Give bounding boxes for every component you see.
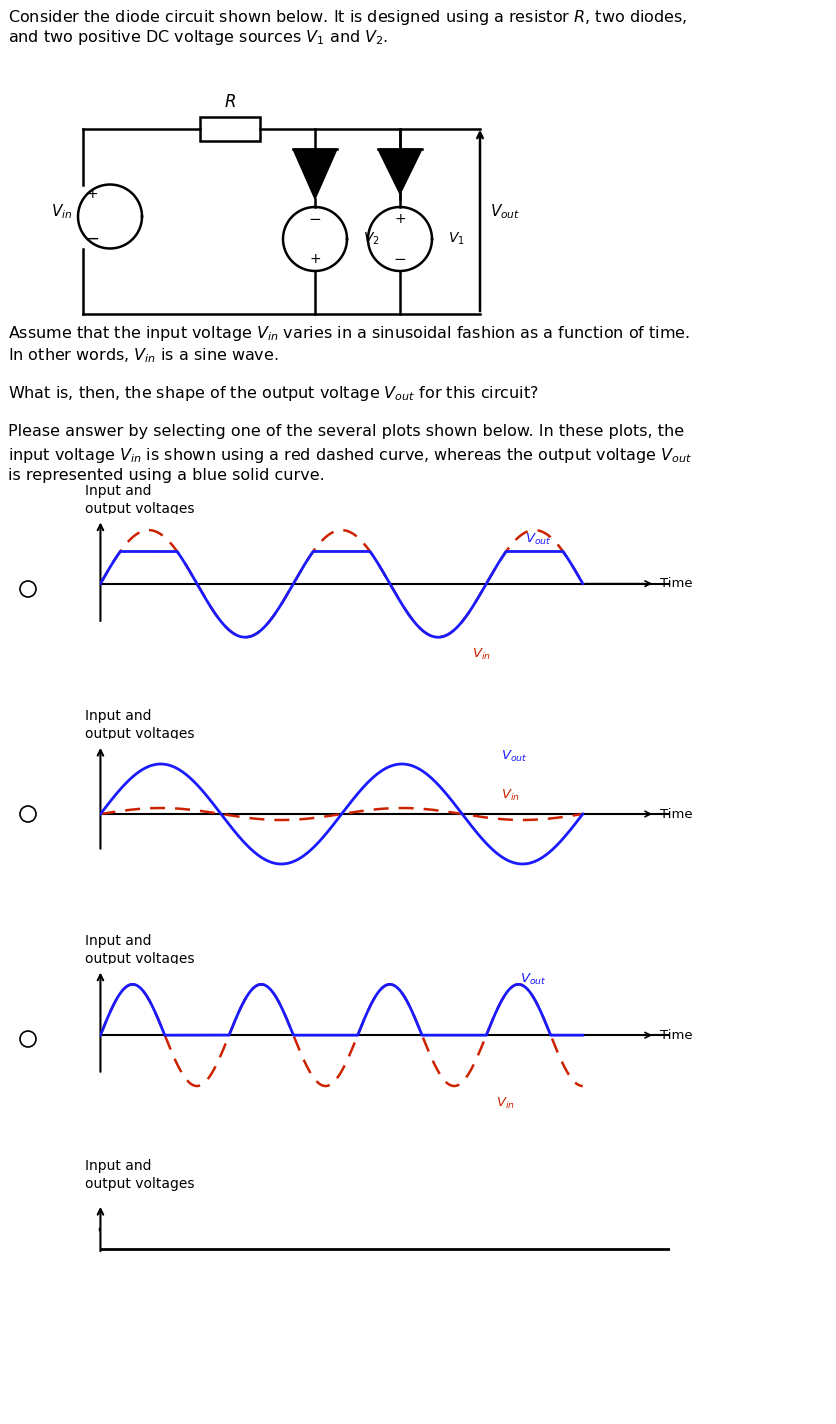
Text: and two positive DC voltage sources $V_1$ and $V_2$.: and two positive DC voltage sources $V_1… bbox=[8, 28, 388, 47]
Text: output voltages: output voltages bbox=[85, 953, 194, 965]
Text: $V_{in}$: $V_{in}$ bbox=[472, 646, 490, 662]
Text: $R$: $R$ bbox=[224, 93, 236, 111]
Text: In other words, $V_{in}$ is a sine wave.: In other words, $V_{in}$ is a sine wave. bbox=[8, 346, 278, 365]
Text: $V_{in}$: $V_{in}$ bbox=[51, 202, 73, 221]
Text: $V_{out}$: $V_{out}$ bbox=[524, 533, 551, 547]
Text: Consider the diode circuit shown below. It is designed using a resistor $R$, two: Consider the diode circuit shown below. … bbox=[8, 9, 686, 27]
Text: is represented using a blue solid curve.: is represented using a blue solid curve. bbox=[8, 468, 324, 483]
Text: $V_{in}$: $V_{in}$ bbox=[496, 1096, 514, 1111]
Bar bbox=[200, 117, 260, 141]
Text: What is, then, the shape of the output voltage $V_{out}$ for this circuit?: What is, then, the shape of the output v… bbox=[8, 384, 538, 403]
Text: Time: Time bbox=[659, 1028, 691, 1042]
Text: $V_{out}$: $V_{out}$ bbox=[500, 749, 527, 765]
Text: Time: Time bbox=[659, 807, 691, 820]
Text: Input and: Input and bbox=[85, 934, 151, 948]
Text: +: + bbox=[86, 188, 98, 202]
Text: output voltages: output voltages bbox=[85, 1178, 194, 1190]
Text: Time: Time bbox=[659, 577, 691, 590]
Text: output voltages: output voltages bbox=[85, 728, 194, 740]
Polygon shape bbox=[378, 150, 421, 194]
Text: $V_2$: $V_2$ bbox=[363, 231, 380, 248]
Text: $V_{out}$: $V_{out}$ bbox=[489, 202, 520, 221]
Text: Input and: Input and bbox=[85, 1159, 151, 1173]
Text: $V_{in}$: $V_{in}$ bbox=[500, 787, 519, 803]
Text: $V_{out}$: $V_{out}$ bbox=[519, 971, 546, 987]
Text: Please answer by selecting one of the several plots shown below. In these plots,: Please answer by selecting one of the se… bbox=[8, 424, 683, 439]
Text: Input and: Input and bbox=[85, 484, 151, 498]
Text: output voltages: output voltages bbox=[85, 503, 194, 515]
Text: −: − bbox=[308, 212, 321, 226]
Text: Assume that the input voltage $V_{in}$ varies in a sinusoidal fashion as a funct: Assume that the input voltage $V_{in}$ v… bbox=[8, 325, 690, 343]
Polygon shape bbox=[293, 150, 337, 199]
Text: −: − bbox=[393, 252, 406, 266]
Text: +: + bbox=[394, 212, 405, 226]
Text: $V_1$: $V_1$ bbox=[447, 231, 464, 248]
Text: input voltage $V_{in}$ is shown using a red dashed curve, whereas the output vol: input voltage $V_{in}$ is shown using a … bbox=[8, 446, 691, 466]
Text: +: + bbox=[308, 252, 320, 266]
Text: −: − bbox=[85, 229, 99, 248]
Text: Input and: Input and bbox=[85, 709, 151, 723]
